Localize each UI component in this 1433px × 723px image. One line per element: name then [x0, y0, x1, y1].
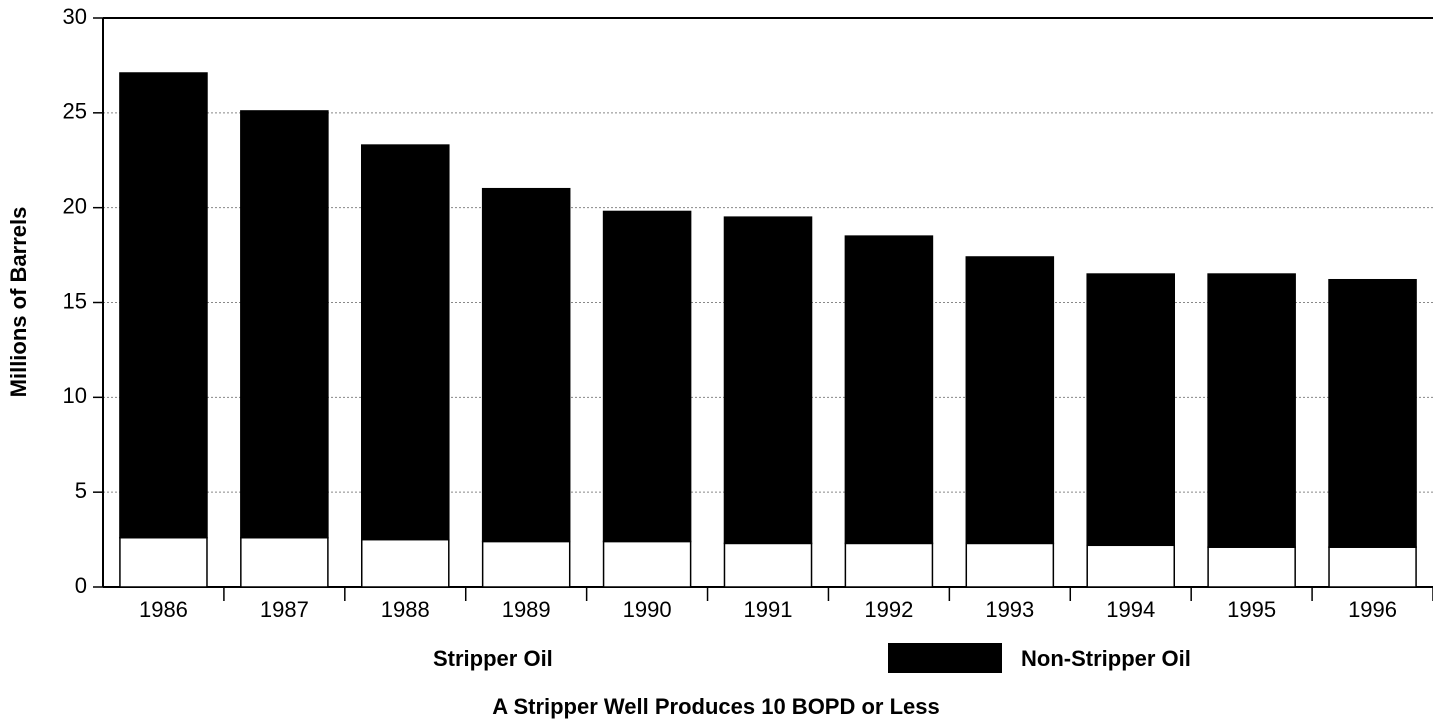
bar-segment: [723, 216, 813, 545]
y-tick-label: 25: [63, 99, 87, 124]
x-tick-label: 1992: [864, 597, 913, 622]
bar-segment: [1207, 273, 1296, 548]
x-tick-label: 1994: [1106, 597, 1155, 622]
bar-segment: [240, 110, 329, 539]
x-tick-label: 1993: [985, 597, 1034, 622]
legend-label: Non-Stripper Oil: [1021, 646, 1191, 671]
bar-segment: [965, 542, 1055, 588]
y-tick-label: 10: [63, 383, 87, 408]
y-tick-label: 0: [75, 573, 87, 598]
bar-segment: [1086, 544, 1176, 588]
x-tick-label: 1991: [744, 597, 793, 622]
x-tick-label: 1996: [1348, 597, 1397, 622]
legend-label: Stripper Oil: [433, 646, 553, 671]
y-tick-label: 30: [63, 4, 87, 29]
bar-segment: [1207, 546, 1296, 588]
x-tick-label: 1989: [502, 597, 551, 622]
bar-segment: [1328, 278, 1417, 548]
legend-swatch: [888, 643, 1002, 673]
bar-segment: [1086, 273, 1176, 547]
y-tick-label: 20: [63, 193, 87, 218]
x-tick-label: 1987: [260, 597, 309, 622]
bar-segment: [1328, 546, 1417, 588]
bar-segment: [481, 187, 571, 543]
bar-segment: [240, 536, 329, 588]
bar-segment: [965, 256, 1055, 545]
bar-segment: [119, 536, 208, 588]
x-tick-label: 1986: [139, 597, 188, 622]
bar-segment: [723, 542, 813, 588]
bar-segment: [602, 540, 692, 588]
y-tick-label: 15: [63, 288, 87, 313]
bar-segment: [844, 235, 934, 545]
bar-segment: [481, 540, 571, 588]
x-tick-label: 1988: [381, 597, 430, 622]
y-tick-label: 5: [75, 478, 87, 503]
bar-segment: [119, 72, 208, 539]
y-axis-label: Millions of Barrels: [6, 207, 31, 398]
legend-swatch: [300, 643, 414, 673]
note: A Stripper Well Produces 10 BOPD or Less: [492, 694, 939, 719]
x-tick-label: 1995: [1227, 597, 1276, 622]
bar-segment: [360, 538, 450, 588]
bar-segment: [844, 542, 934, 588]
bar-segment: [360, 144, 450, 541]
bar-segment: [602, 210, 692, 543]
x-tick-label: 1990: [623, 597, 672, 622]
